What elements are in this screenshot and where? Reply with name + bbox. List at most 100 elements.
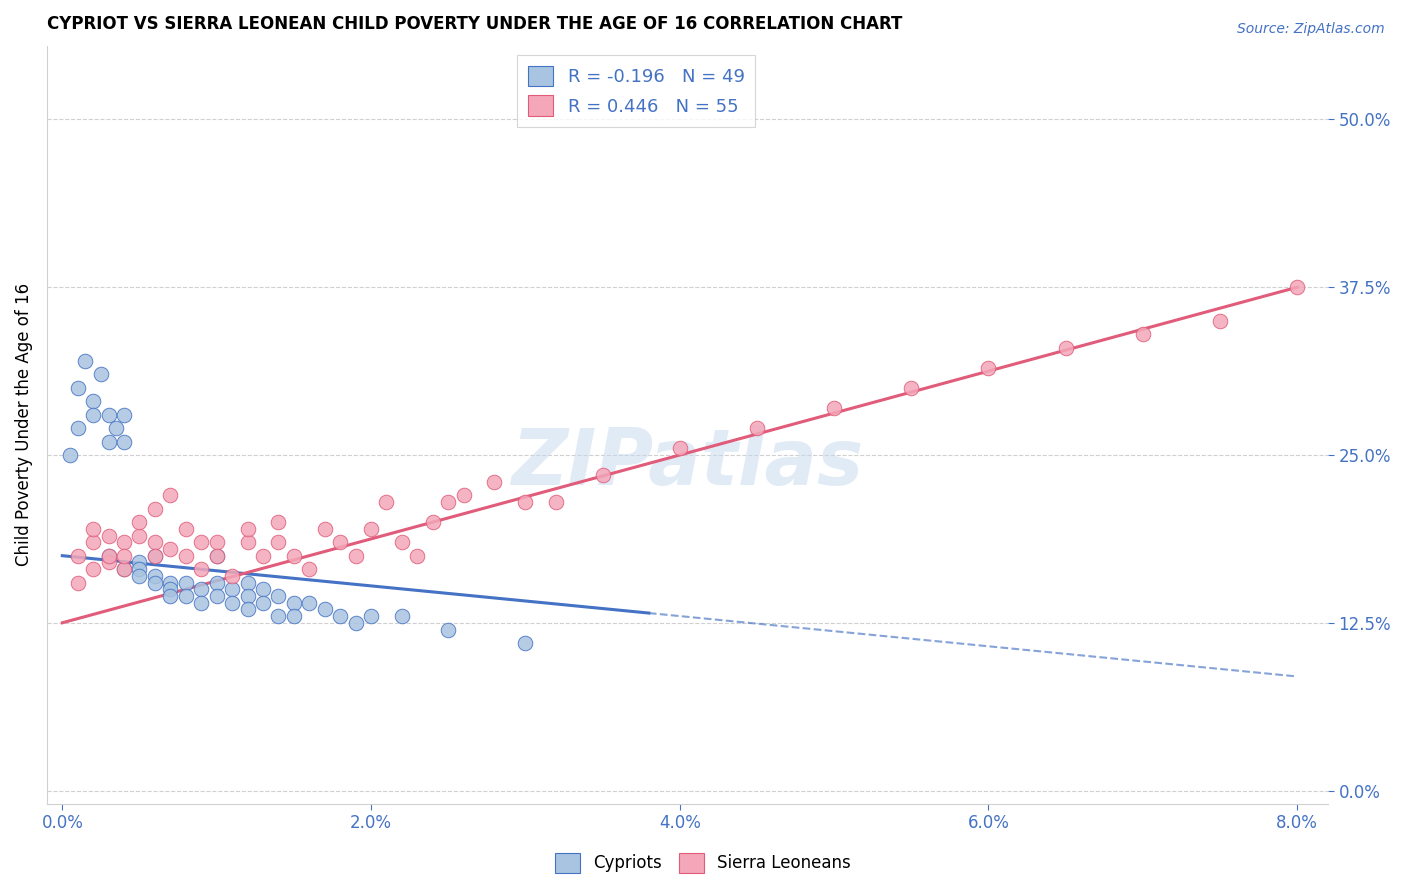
- Point: [823, 401, 845, 415]
- Point: [205, 589, 228, 603]
- Point: [484, 475, 506, 489]
- Point: [1286, 280, 1309, 294]
- Point: [298, 596, 321, 610]
- Point: [159, 575, 181, 590]
- Point: [745, 421, 768, 435]
- Point: [236, 522, 259, 536]
- Point: [97, 555, 120, 569]
- Point: [668, 442, 690, 456]
- Point: [205, 575, 228, 590]
- Point: [82, 562, 104, 576]
- Point: [252, 549, 274, 563]
- Point: [236, 602, 259, 616]
- Legend: R = -0.196   N = 49, R = 0.446   N = 55: R = -0.196 N = 49, R = 0.446 N = 55: [517, 54, 755, 127]
- Point: [143, 575, 166, 590]
- Text: CYPRIOT VS SIERRA LEONEAN CHILD POVERTY UNDER THE AGE OF 16 CORRELATION CHART: CYPRIOT VS SIERRA LEONEAN CHILD POVERTY …: [46, 15, 903, 33]
- Point: [205, 549, 228, 563]
- Point: [112, 549, 135, 563]
- Point: [128, 555, 150, 569]
- Point: [190, 582, 212, 597]
- Point: [97, 549, 120, 563]
- Point: [360, 522, 382, 536]
- Point: [236, 535, 259, 549]
- Point: [221, 582, 243, 597]
- Y-axis label: Child Poverty Under the Age of 16: Child Poverty Under the Age of 16: [15, 284, 32, 566]
- Point: [59, 448, 82, 462]
- Point: [221, 569, 243, 583]
- Point: [143, 501, 166, 516]
- Point: [221, 596, 243, 610]
- Point: [97, 434, 120, 449]
- Point: [592, 468, 614, 483]
- Point: [112, 408, 135, 422]
- Point: [205, 549, 228, 563]
- Point: [298, 562, 321, 576]
- Text: Source: ZipAtlas.com: Source: ZipAtlas.com: [1237, 22, 1385, 37]
- Point: [112, 535, 135, 549]
- Point: [97, 408, 120, 422]
- Point: [159, 582, 181, 597]
- Point: [329, 609, 352, 624]
- Point: [453, 488, 475, 502]
- Point: [90, 368, 112, 382]
- Point: [174, 549, 197, 563]
- Point: [267, 609, 290, 624]
- Point: [112, 434, 135, 449]
- Point: [267, 515, 290, 529]
- Point: [112, 562, 135, 576]
- Point: [82, 394, 104, 409]
- Point: [205, 535, 228, 549]
- Point: [82, 535, 104, 549]
- Point: [128, 515, 150, 529]
- Point: [82, 522, 104, 536]
- Point: [900, 381, 922, 395]
- Point: [159, 589, 181, 603]
- Point: [344, 615, 367, 630]
- Point: [360, 609, 382, 624]
- Point: [422, 515, 444, 529]
- Legend: Cypriots, Sierra Leoneans: Cypriots, Sierra Leoneans: [548, 847, 858, 880]
- Point: [1054, 341, 1077, 355]
- Point: [143, 569, 166, 583]
- Point: [283, 549, 305, 563]
- Point: [977, 360, 1000, 375]
- Point: [252, 596, 274, 610]
- Point: [406, 549, 429, 563]
- Point: [515, 636, 537, 650]
- Point: [66, 381, 89, 395]
- Point: [128, 562, 150, 576]
- Point: [344, 549, 367, 563]
- Point: [143, 549, 166, 563]
- Point: [174, 589, 197, 603]
- Point: [75, 354, 97, 368]
- Point: [1209, 314, 1232, 328]
- Point: [143, 535, 166, 549]
- Point: [283, 609, 305, 624]
- Point: [329, 535, 352, 549]
- Point: [190, 535, 212, 549]
- Point: [236, 589, 259, 603]
- Point: [267, 589, 290, 603]
- Point: [391, 609, 413, 624]
- Point: [82, 408, 104, 422]
- Point: [437, 623, 460, 637]
- Point: [97, 549, 120, 563]
- Point: [174, 575, 197, 590]
- Text: ZIPatlas: ZIPatlas: [512, 425, 863, 500]
- Point: [314, 602, 336, 616]
- Point: [66, 421, 89, 435]
- Point: [112, 562, 135, 576]
- Point: [515, 495, 537, 509]
- Point: [391, 535, 413, 549]
- Point: [66, 575, 89, 590]
- Point: [314, 522, 336, 536]
- Point: [97, 528, 120, 542]
- Point: [267, 535, 290, 549]
- Point: [143, 549, 166, 563]
- Point: [375, 495, 398, 509]
- Point: [174, 522, 197, 536]
- Point: [283, 596, 305, 610]
- Point: [190, 562, 212, 576]
- Point: [236, 575, 259, 590]
- Point: [128, 569, 150, 583]
